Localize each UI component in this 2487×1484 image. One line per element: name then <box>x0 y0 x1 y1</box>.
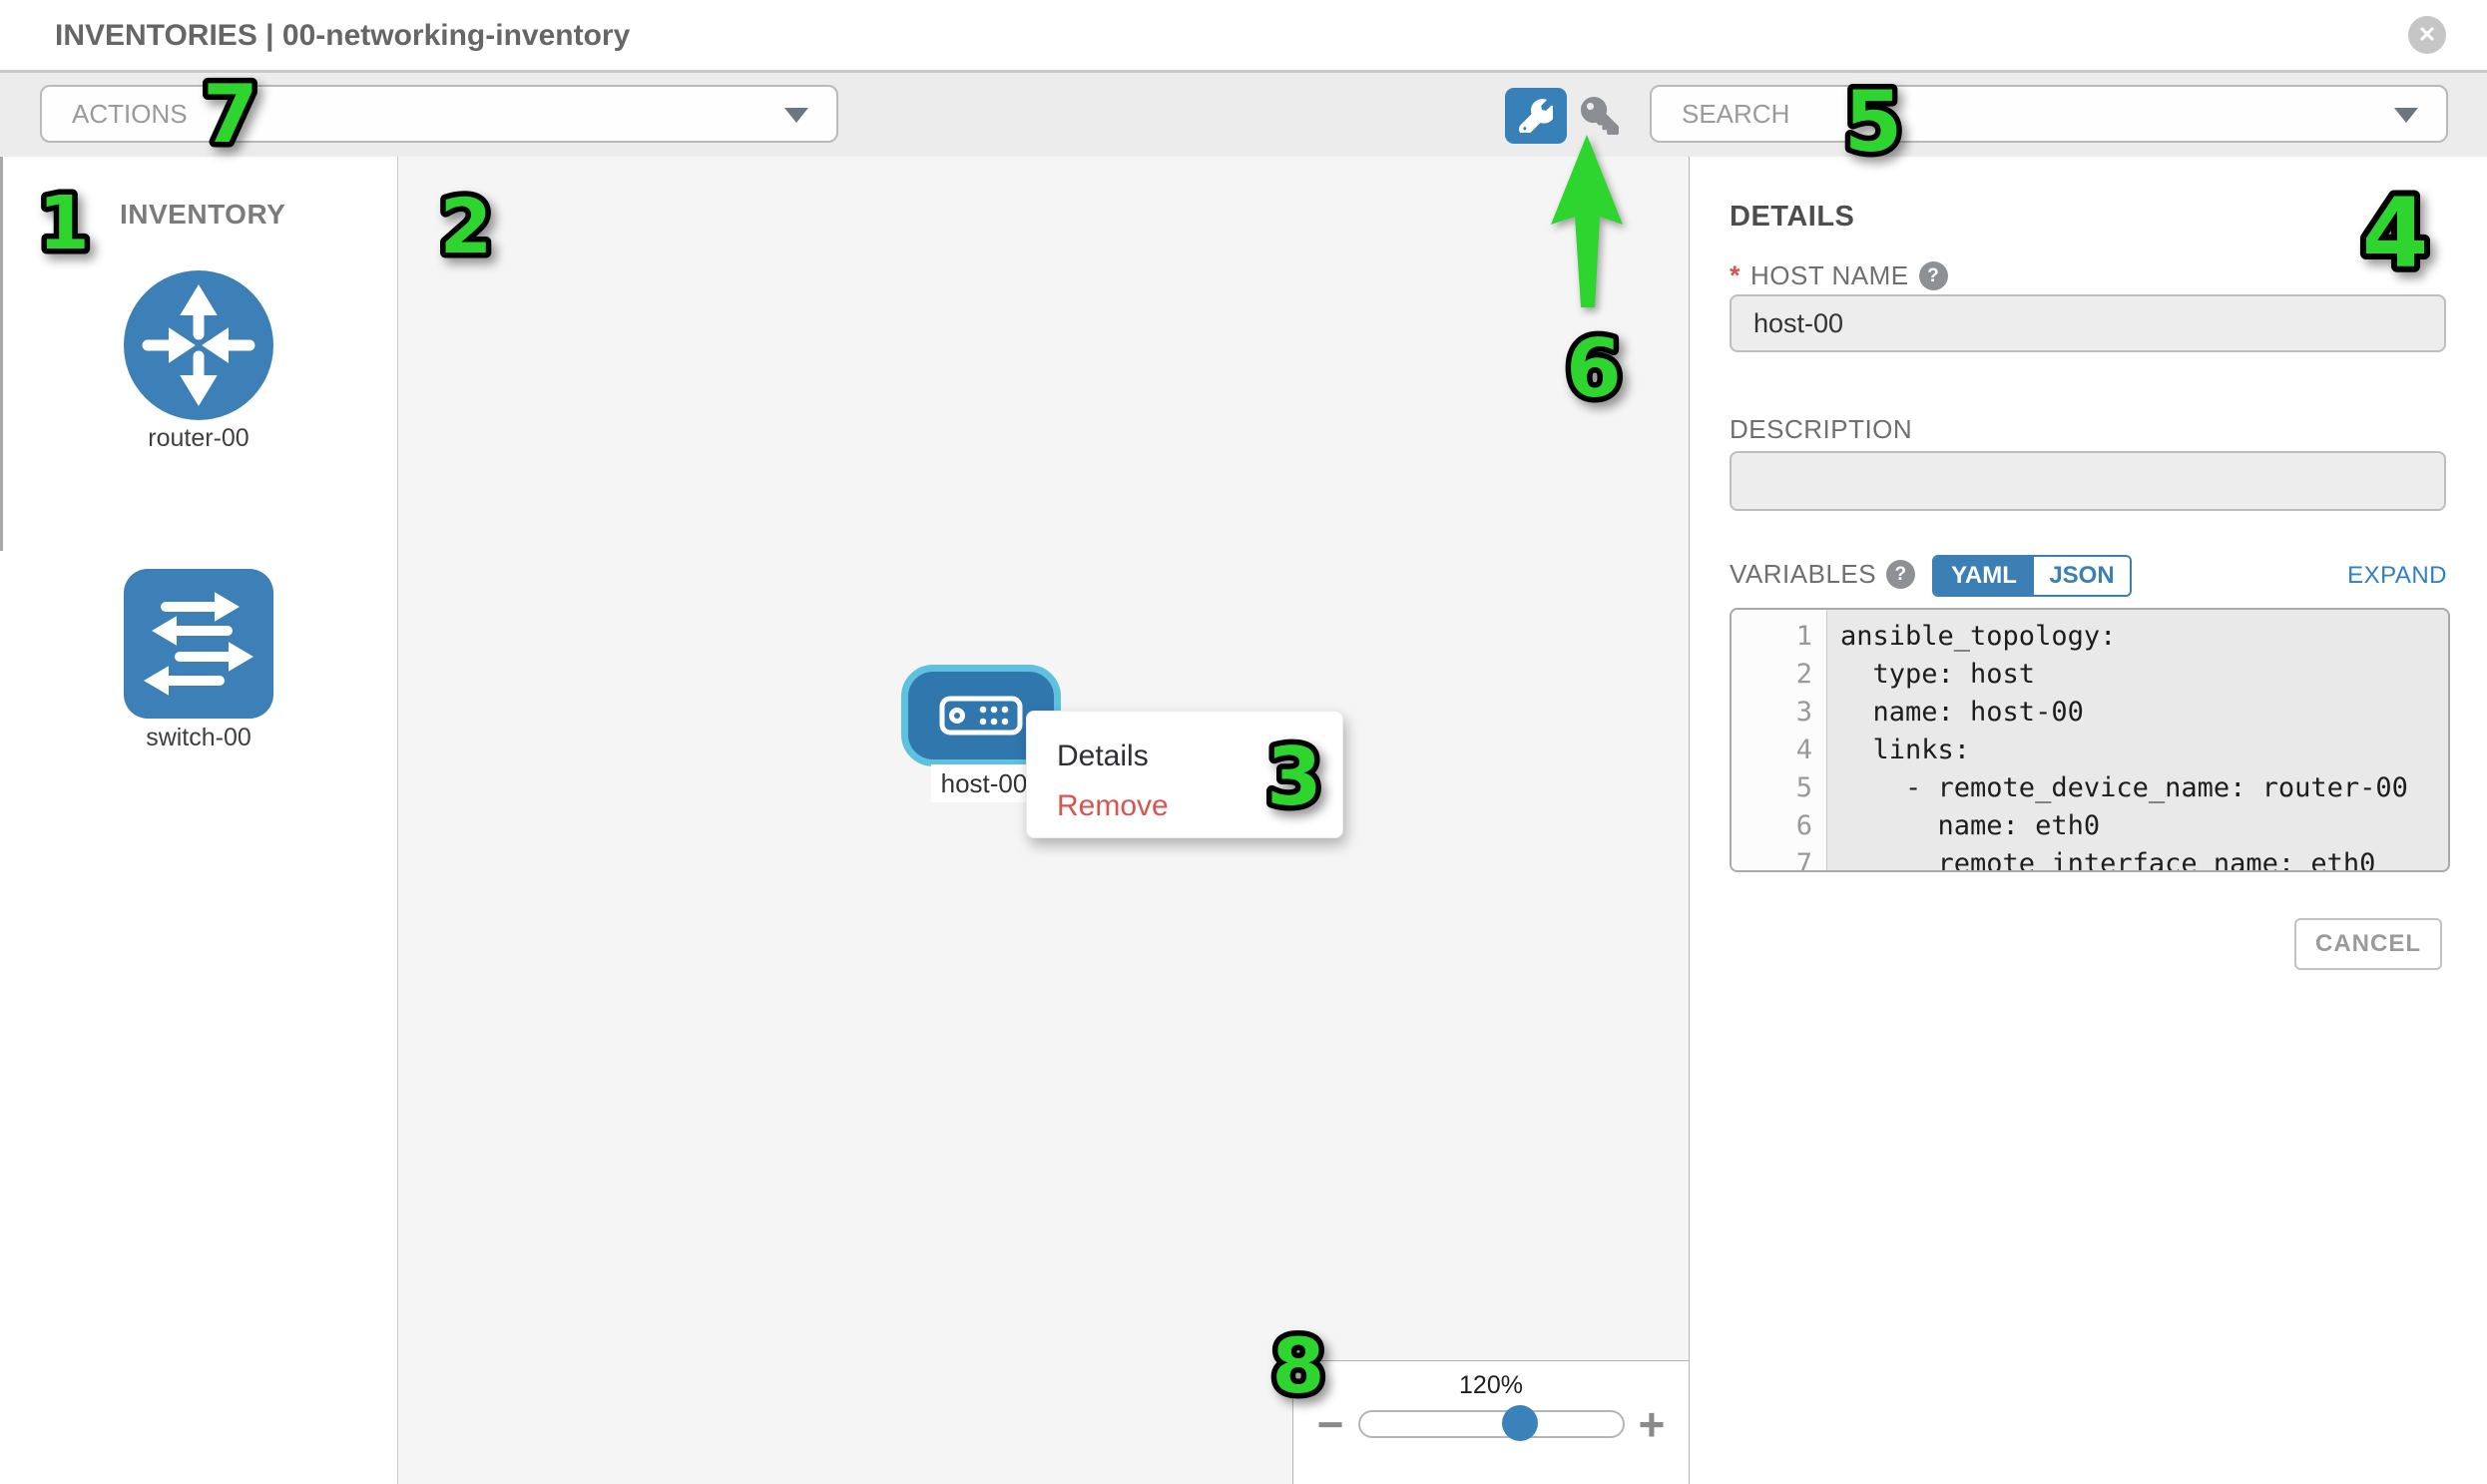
help-icon[interactable]: ? <box>1918 261 1948 290</box>
cancel-button[interactable]: CANCEL <box>2294 918 2442 970</box>
variables-format-toggle: YAML JSON <box>1932 555 2132 597</box>
code-line: 5 - remote_device_name: router-00 <box>1795 772 2408 803</box>
code-line: 1 ansible_topology: <box>1795 621 2117 652</box>
device-switch[interactable] <box>124 569 273 719</box>
zoom-slider-track[interactable] <box>1357 1405 1625 1441</box>
host-name-label: HOST NAME <box>1750 260 1909 290</box>
editor-gutter <box>1732 610 1827 870</box>
code-line: 2 type: host <box>1795 659 2036 690</box>
actions-dropdown-label: ACTIONS <box>72 98 188 129</box>
code-line: 6 name: eth0 <box>1795 810 2101 841</box>
context-menu-details[interactable]: Details <box>1057 740 1149 772</box>
key-icon <box>1581 97 1619 135</box>
sidebar-scrollbar[interactable] <box>0 157 3 551</box>
context-menu-remove[interactable]: Remove <box>1057 789 1169 822</box>
inventory-sidebar: INVENTORY router-00 <box>0 157 398 1484</box>
actions-dropdown[interactable]: ACTIONS <box>40 85 838 143</box>
tools-button[interactable] <box>1505 88 1567 144</box>
expand-link[interactable]: EXPAND <box>2347 562 2447 589</box>
sidebar-title: INVENTORY <box>120 199 286 230</box>
description-label-row: DESCRIPTION <box>1730 414 1912 445</box>
search-dropdown-label: SEARCH <box>1682 98 1790 129</box>
wrench-icon <box>1519 99 1553 133</box>
help-icon[interactable]: ? <box>1886 560 1916 589</box>
variables-code-editor[interactable]: 1 ansible_topology: 2 type: host 3 name: … <box>1730 608 2450 872</box>
editor-lines: 1 ansible_topology: 2 type: host 3 name: … <box>1732 618 2448 872</box>
code-line: 7 remote_interface_name: eth0 <box>1795 848 2376 872</box>
zoom-level: 120% <box>1459 1371 1523 1399</box>
host-node-label: host-00 <box>909 764 1059 802</box>
description-input[interactable] <box>1730 451 2446 511</box>
key-button[interactable] <box>1581 97 1619 135</box>
breadcrumb: INVENTORIES | 00-networking-inventory <box>55 19 631 52</box>
router-icon <box>142 284 255 406</box>
details-panel-title: DETAILS <box>1730 201 1855 233</box>
description-label: DESCRIPTION <box>1730 414 1913 444</box>
zoom-out-button[interactable]: − <box>1316 1398 1344 1450</box>
topology-canvas[interactable]: host-00 Details Remove 120% − + <box>398 157 1689 1484</box>
required-asterisk: * <box>1730 260 1741 290</box>
search-dropdown[interactable]: SEARCH <box>1650 85 2448 143</box>
host-icon <box>939 696 1023 736</box>
device-router[interactable] <box>124 270 273 420</box>
close-icon[interactable]: ✕ <box>2408 16 2446 54</box>
details-panel: DETAILS * HOST NAME ? DESCRIPTION VARIAB… <box>1689 157 2487 1484</box>
zoom-control: 120% − + <box>1292 1360 1689 1484</box>
tab-json[interactable]: JSON <box>2034 557 2130 595</box>
device-router-label: router-00 <box>148 424 249 452</box>
host-name-input[interactable] <box>1730 294 2446 352</box>
zoom-slider-handle[interactable] <box>1501 1405 1538 1441</box>
chevron-down-icon <box>784 108 808 123</box>
host-name-label-row: * HOST NAME ? <box>1730 260 1948 291</box>
code-line: 3 name: host-00 <box>1795 697 2084 728</box>
window-header: INVENTORIES | 00-networking-inventory ✕ <box>0 0 2487 73</box>
variables-label-row: VARIABLES ? <box>1730 559 1916 590</box>
tab-yaml[interactable]: YAML <box>1934 557 2034 595</box>
variables-label: VARIABLES <box>1730 559 1877 589</box>
switch-icon <box>144 592 253 696</box>
device-switch-label: switch-00 <box>146 724 251 751</box>
host-node[interactable] <box>901 665 1061 766</box>
code-line: 4 links: <box>1795 735 1971 765</box>
zoom-in-button[interactable]: + <box>1638 1398 1666 1450</box>
chevron-down-icon <box>2394 108 2418 123</box>
toolbar: ACTIONS SEARCH <box>0 73 2487 158</box>
context-menu: Details Remove <box>1026 711 1343 838</box>
